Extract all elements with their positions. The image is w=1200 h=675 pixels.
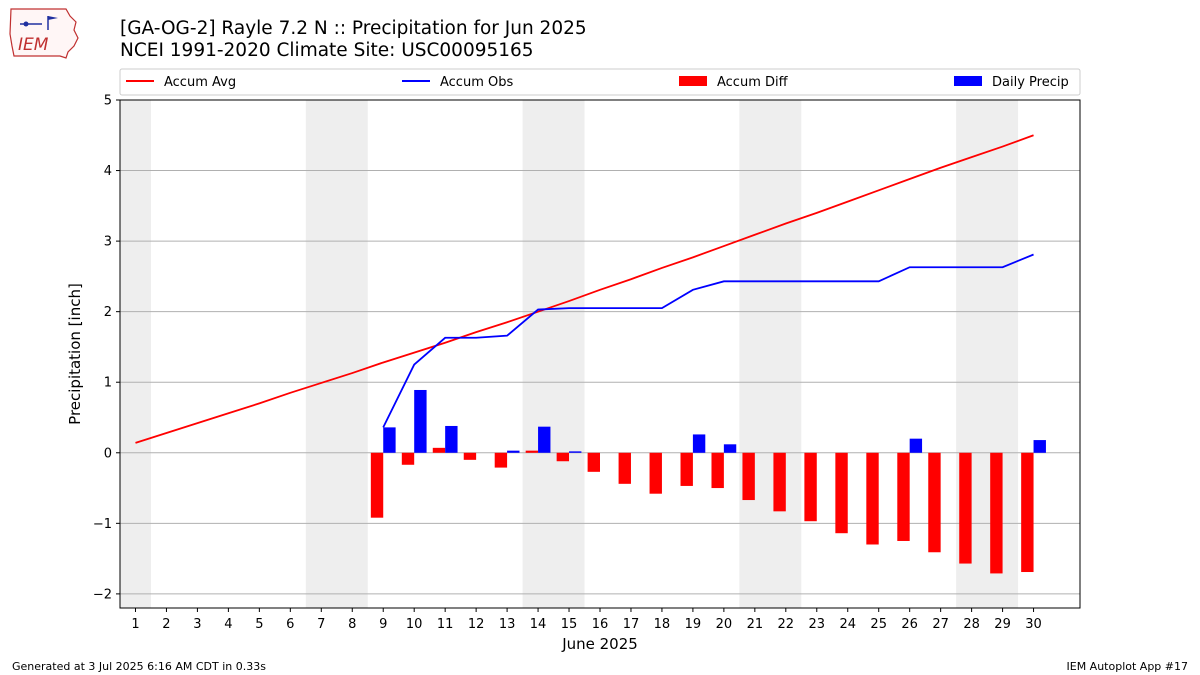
x-tick-label: 18 — [654, 617, 671, 632]
accum-diff-bar-day-23 — [804, 452, 817, 522]
weekend-band-2 — [305, 100, 368, 608]
daily-precip-bar-day-13 — [507, 450, 520, 453]
accum-diff-bar-day-12 — [463, 452, 477, 460]
x-axis-label: June 2025 — [561, 635, 638, 653]
x-tick-label: 23 — [809, 617, 826, 632]
x-tick-label: 30 — [1025, 617, 1042, 632]
accum-diff-bar-day-16 — [587, 452, 600, 472]
legend-swatch-daily-precip — [954, 76, 982, 86]
x-tick-label: 16 — [592, 617, 609, 632]
daily-precip-bar-day-20 — [723, 444, 737, 453]
daily-precip-bar-day-15 — [569, 451, 582, 453]
daily-precip-bar-day-19 — [692, 434, 706, 453]
x-tick-label: 1 — [131, 617, 139, 632]
y-tick-label: 4 — [104, 164, 112, 179]
x-tick-label: 14 — [530, 617, 547, 632]
chart-subtitle: NCEI 1991-2020 Climate Site: USC00095165 — [120, 40, 534, 61]
x-tick-label: 17 — [623, 617, 640, 632]
x-tick-label: 15 — [561, 617, 578, 632]
logo-text: IEM — [18, 35, 49, 55]
accum-diff-bar-day-22 — [773, 452, 786, 512]
iem-logo: IEM — [9, 8, 79, 59]
x-tick-label: 13 — [499, 617, 516, 632]
x-tick-label: 4 — [224, 617, 232, 632]
accum-diff-bar-day-14 — [525, 450, 539, 453]
x-tick-label: 22 — [778, 617, 795, 632]
daily-precip-bar-day-9 — [383, 427, 396, 453]
daily-precip-bar-day-10 — [414, 389, 427, 453]
x-tick-label: 20 — [716, 617, 733, 632]
y-axis: −2 −1 0 1 2 3 4 5 — [93, 94, 120, 602]
accum-diff-bar-day-26 — [897, 452, 910, 541]
daily-precip-bar-day-11 — [445, 425, 458, 453]
x-tick-label: 9 — [379, 617, 387, 632]
accum-diff-bar-day-21 — [742, 452, 755, 501]
x-tick-label: 25 — [870, 617, 887, 632]
accum-diff-bar-day-9 — [370, 452, 384, 518]
generated-timestamp: Generated at 3 Jul 2025 6:16 AM CDT in 0… — [12, 660, 266, 673]
x-tick-label: 24 — [839, 617, 856, 632]
y-axis-label: Precipitation [inch] — [66, 283, 84, 425]
accum-diff-bar-day-10 — [401, 452, 415, 465]
accum-diff-bar-day-15 — [556, 452, 570, 462]
accum-diff-bar-day-17 — [618, 452, 631, 484]
line-series — [135, 134, 1034, 444]
legend-label-accum-obs: Accum Obs — [440, 75, 513, 90]
legend-label-accum-avg: Accum Avg — [164, 75, 236, 90]
x-tick-label: 7 — [317, 617, 325, 632]
y-tick-label: −2 — [93, 587, 112, 602]
accum-diff-bar-day-29 — [990, 452, 1003, 574]
weekend-band-3 — [522, 100, 585, 608]
iowa-outline-icon — [9, 8, 79, 59]
x-tick-label: 28 — [963, 617, 980, 632]
y-tick-label: 3 — [104, 235, 112, 250]
y-tick-label: 0 — [104, 446, 112, 461]
legend-box — [119, 68, 1081, 96]
accum-diff-bar-day-18 — [649, 452, 662, 494]
app-label: IEM Autoplot App #17 — [1066, 660, 1189, 673]
x-tick-label: 26 — [901, 617, 918, 632]
accum-diff-bar-day-27 — [928, 452, 941, 553]
bar-series — [370, 389, 1046, 574]
weekend-band-1 — [120, 100, 151, 608]
x-tick-label: 2 — [162, 617, 170, 632]
y-tick-label: 1 — [104, 376, 112, 391]
accum-diff-bar-day-20 — [711, 452, 724, 489]
weekend-shading — [120, 100, 1019, 608]
daily-precip-bar-day-26 — [909, 438, 923, 453]
x-tick-label: 12 — [468, 617, 485, 632]
x-tick-label: 10 — [406, 617, 423, 632]
accum-diff-bar-day-25 — [866, 452, 879, 545]
x-tick-label: 3 — [193, 617, 201, 632]
accum-obs-line — [382, 253, 1034, 428]
accum-diff-bar-day-24 — [835, 452, 848, 534]
weekend-band-4 — [739, 100, 802, 608]
x-tick-label: 6 — [286, 617, 294, 632]
y-tick-label: 5 — [104, 94, 112, 109]
x-tick-label: 5 — [255, 617, 263, 632]
accum-diff-bar-day-11 — [432, 447, 446, 453]
legend-label-daily-precip: Daily Precip — [992, 75, 1069, 90]
daily-precip-bar-day-30 — [1033, 440, 1046, 453]
chart-title: [GA-OG-2] Rayle 7.2 N :: Precipitation f… — [120, 18, 587, 39]
accum-diff-bar-day-28 — [959, 452, 972, 564]
legend-swatch-accum-diff — [679, 76, 707, 86]
legend-label-accum-diff: Accum Diff — [717, 75, 789, 90]
accum-diff-bar-day-19 — [680, 452, 693, 486]
accum-diff-bar-day-30 — [1021, 452, 1034, 573]
x-axis: 1 2 3 4 5 6 7 8 9 10 11 12 13 14 15 16 17 18 19 20 21 22 23 24 2… — [131, 608, 1042, 632]
y-tick-label: −1 — [93, 517, 112, 532]
x-tick-label: 8 — [348, 617, 356, 632]
x-tick-label: 21 — [747, 617, 764, 632]
x-tick-label: 27 — [932, 617, 949, 632]
x-tick-label: 11 — [437, 617, 454, 632]
x-tick-label: 19 — [685, 617, 702, 632]
legend: Accum Avg Accum Obs Accum Diff Daily Pre… — [119, 68, 1081, 96]
daily-precip-bar-day-14 — [538, 426, 551, 453]
x-tick-label: 29 — [994, 617, 1011, 632]
accum-diff-bar-day-13 — [494, 452, 508, 468]
accum-avg-line — [135, 134, 1034, 444]
y-tick-label: 2 — [104, 305, 112, 320]
